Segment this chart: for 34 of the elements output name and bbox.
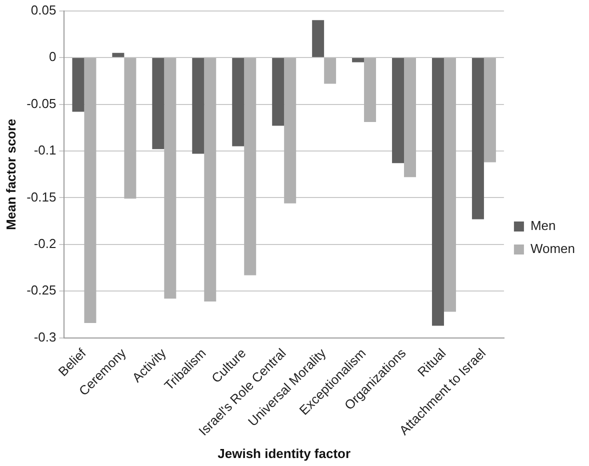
bar [204, 58, 216, 302]
bar [124, 58, 136, 199]
bar [352, 58, 364, 62]
y-tick-label: -0.2 [34, 236, 56, 252]
bar [484, 58, 496, 162]
bar [84, 58, 96, 323]
y-tick-label: 0 [48, 49, 56, 64]
bar [284, 58, 296, 204]
bar [272, 58, 284, 126]
bar [192, 58, 204, 154]
bar [324, 58, 336, 84]
bar [244, 58, 256, 276]
bar [152, 58, 164, 150]
bar [364, 58, 376, 122]
y-tick-label: -0.1 [34, 142, 56, 158]
y-axis-title: Mean factor score [3, 118, 18, 230]
y-tick-label: -0.15 [26, 189, 56, 204]
y-tick-label: -0.05 [26, 96, 56, 111]
bar [392, 58, 404, 164]
y-tick-label: -0.25 [26, 282, 56, 298]
y-tick-label: 0.05 [30, 2, 56, 18]
bar [312, 20, 324, 58]
bar [432, 58, 444, 326]
legend-label: Women [530, 241, 576, 256]
x-axis-title: Jewish identity factor [218, 446, 351, 461]
bar [112, 52, 124, 58]
legend-label: Men [530, 218, 556, 234]
bar [404, 58, 416, 178]
bar [164, 58, 176, 299]
bar [72, 58, 84, 112]
y-tick-label: -0.3 [34, 329, 56, 344]
bar [232, 58, 244, 146]
bar [472, 58, 484, 220]
bar [444, 58, 456, 312]
